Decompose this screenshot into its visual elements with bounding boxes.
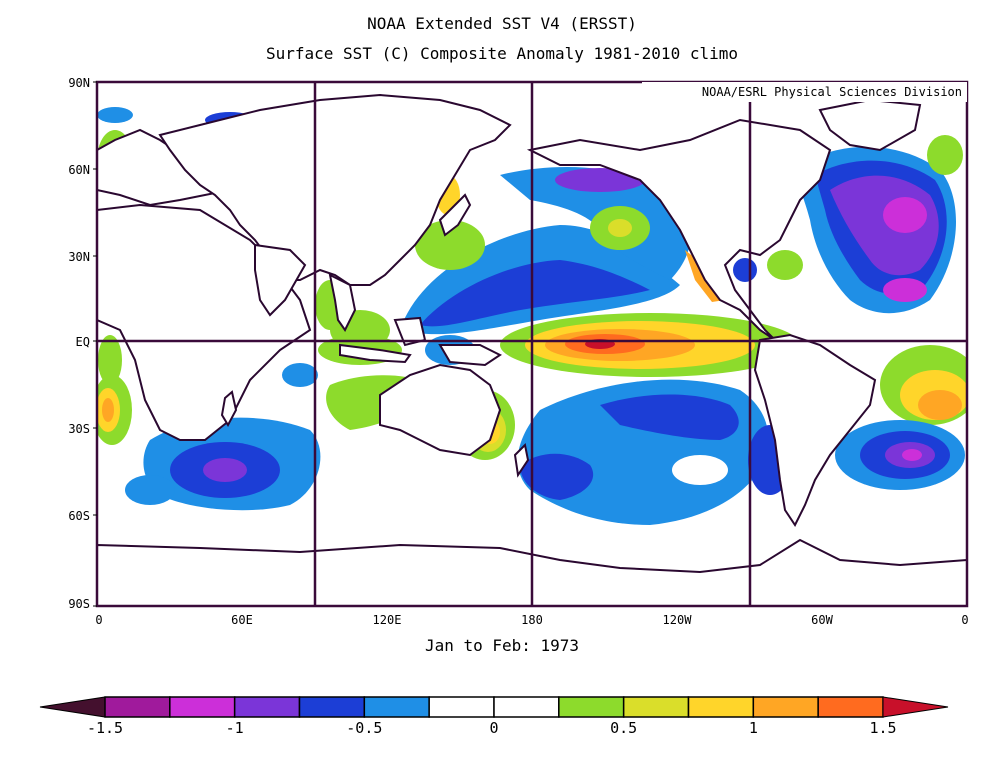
colorbar-swatch [428, 696, 495, 718]
colorbar-swatch [233, 696, 301, 718]
colorbar-swatch [558, 696, 625, 718]
anomaly-region [902, 449, 922, 461]
colorbar-tick-label: -1 [226, 719, 244, 737]
anomaly-region [415, 220, 485, 270]
colorbar-tick-label: -1.5 [87, 719, 123, 737]
new-guinea-landmass [438, 344, 502, 367]
lon-label: 120W [663, 613, 693, 627]
lat-label: 30S [68, 422, 90, 436]
anomaly-region [420, 260, 650, 327]
anomaly-region [927, 135, 963, 175]
colorbar-swatch [104, 696, 171, 718]
colorbar-swatch [363, 696, 430, 718]
colorbar-swatch [169, 696, 236, 718]
anomaly-region [282, 363, 318, 387]
japan-landmass [438, 193, 472, 237]
colorbar-swatch [298, 696, 366, 718]
map-title: NOAA Extended SST V4 (ERSST) [367, 14, 637, 33]
south-america-landmass [753, 333, 877, 527]
lat-label: EQ [76, 335, 90, 349]
anomaly-region [520, 453, 594, 500]
colorbar-tick-label: 1 [749, 719, 758, 737]
time-caption: Jan to Feb: 1973 [424, 636, 580, 655]
lon-label: 0 [95, 613, 102, 627]
colorbar-swatch [493, 696, 560, 718]
lon-label: 60W [811, 613, 833, 627]
anomaly-region [608, 219, 632, 237]
australia-landmass [379, 363, 502, 457]
colorbar-swatch [752, 696, 819, 718]
colorbar-swatch [687, 696, 755, 718]
anomaly-field [97, 107, 967, 525]
indonesia-landmass [339, 343, 412, 364]
india-landmass [254, 243, 307, 317]
anomaly-region [98, 335, 122, 385]
continents [97, 93, 967, 606]
colorbar-tick-label: 0 [489, 719, 498, 737]
madagascar-landmass [220, 390, 238, 428]
map-subtitle: Surface SST (C) Composite Anomaly 1981-2… [265, 44, 738, 63]
lon-label: 180 [521, 613, 543, 627]
credit-text: NOAA/ESRL Physical Sciences Division [702, 85, 962, 99]
anomaly-region [102, 398, 114, 422]
indochina-landmass [328, 273, 357, 332]
anomaly-region [203, 458, 247, 482]
lon-axis: 0 60E 120E 180 120W 60W 0 [95, 613, 968, 627]
lon-label: 120E [373, 613, 402, 627]
colorbar: -1.5 -1 -0.5 0 0.5 1 1.5 [39, 696, 949, 737]
new-zealand-landmass [513, 442, 530, 478]
anomaly-region [97, 107, 133, 123]
north-america-landmass [526, 118, 832, 341]
anomaly-region [672, 455, 728, 485]
lat-label: 60N [68, 163, 90, 177]
lon-label: 60E [231, 613, 253, 627]
anomaly-region [883, 278, 927, 302]
anomaly-region [125, 475, 175, 505]
anomaly-region [883, 197, 927, 233]
colorbar-tick-label: -0.5 [346, 719, 382, 737]
anomaly-region [918, 390, 962, 420]
colorbar-swatch [39, 696, 106, 718]
colorbar-tick-label: 0.5 [610, 719, 637, 737]
lat-label: 90N [68, 76, 90, 90]
lat-label: 30N [68, 250, 90, 264]
lat-axis: 90N 60N 30N EQ 30S 60S 90S [68, 76, 97, 611]
credit-box [642, 82, 967, 102]
lon-label: 0 [961, 613, 968, 627]
anomaly-region [767, 250, 803, 280]
colorbar-swatch [882, 696, 949, 718]
anomaly-region [600, 394, 739, 440]
colorbar-tick-label: 1.5 [869, 719, 896, 737]
anomaly-region [733, 258, 757, 282]
colorbar-swatch [817, 696, 884, 718]
lat-label: 60S [68, 509, 90, 523]
lat-label: 90S [68, 597, 90, 611]
colorbar-swatch [622, 696, 690, 718]
asia-landmass [158, 93, 512, 286]
